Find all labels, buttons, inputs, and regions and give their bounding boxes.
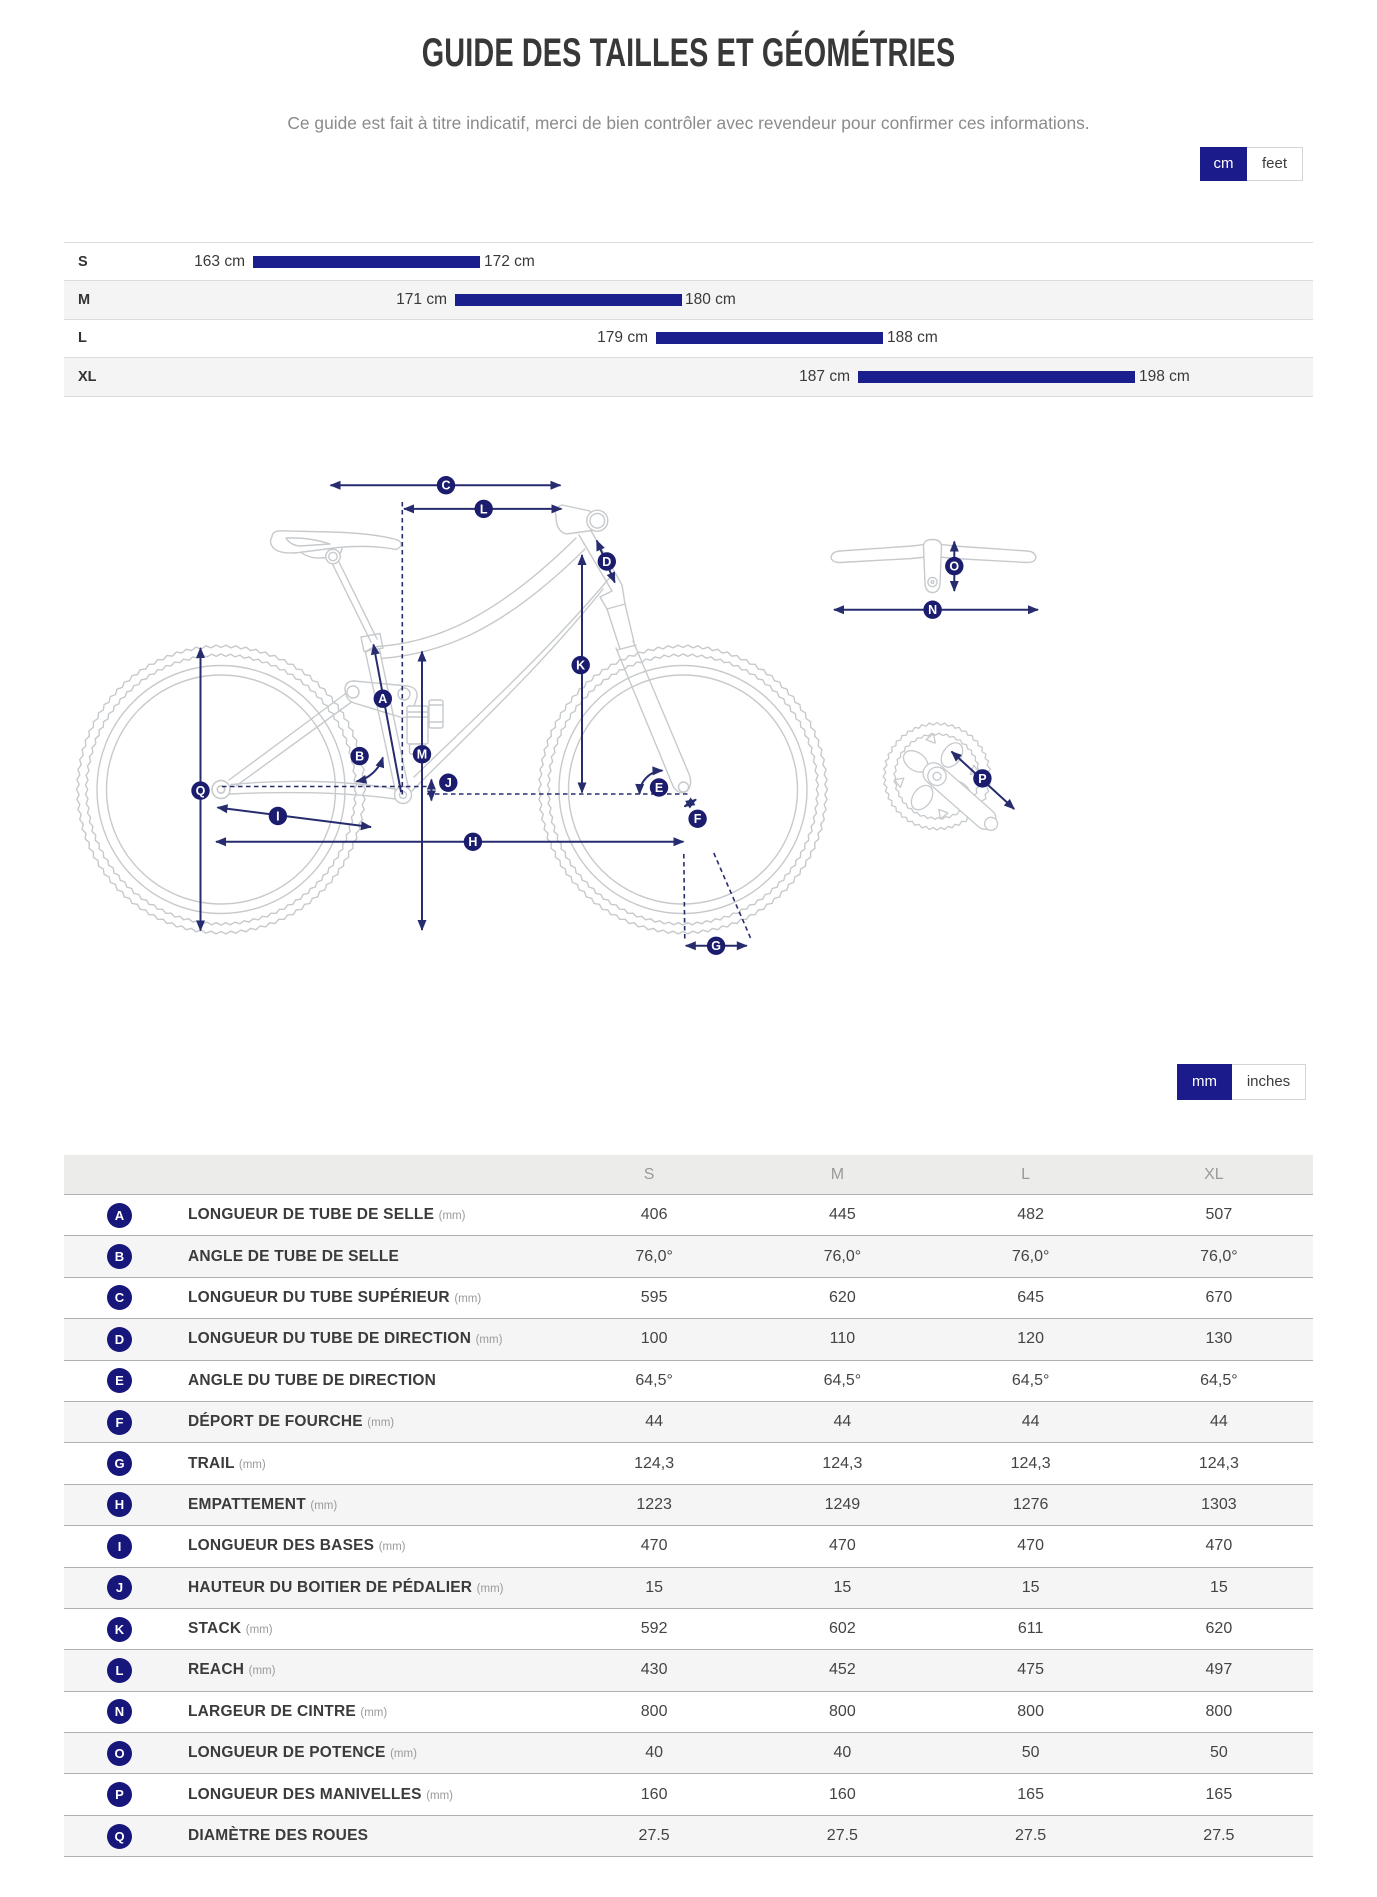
svg-text:K: K — [576, 659, 585, 673]
svg-text:I: I — [276, 809, 279, 823]
svg-text:H: H — [468, 835, 477, 849]
svg-text:M: M — [417, 748, 427, 762]
svg-text:P: P — [978, 772, 986, 786]
svg-text:A: A — [378, 692, 387, 706]
svg-text:E: E — [655, 781, 663, 795]
svg-text:Q: Q — [196, 784, 206, 798]
svg-text:D: D — [602, 555, 611, 569]
svg-text:L: L — [480, 502, 488, 516]
svg-text:G: G — [711, 939, 721, 953]
svg-text:N: N — [928, 603, 937, 617]
svg-text:B: B — [355, 750, 364, 764]
svg-text:C: C — [441, 479, 450, 493]
svg-text:F: F — [694, 812, 702, 826]
svg-text:J: J — [445, 776, 452, 790]
svg-text:O: O — [949, 560, 959, 574]
